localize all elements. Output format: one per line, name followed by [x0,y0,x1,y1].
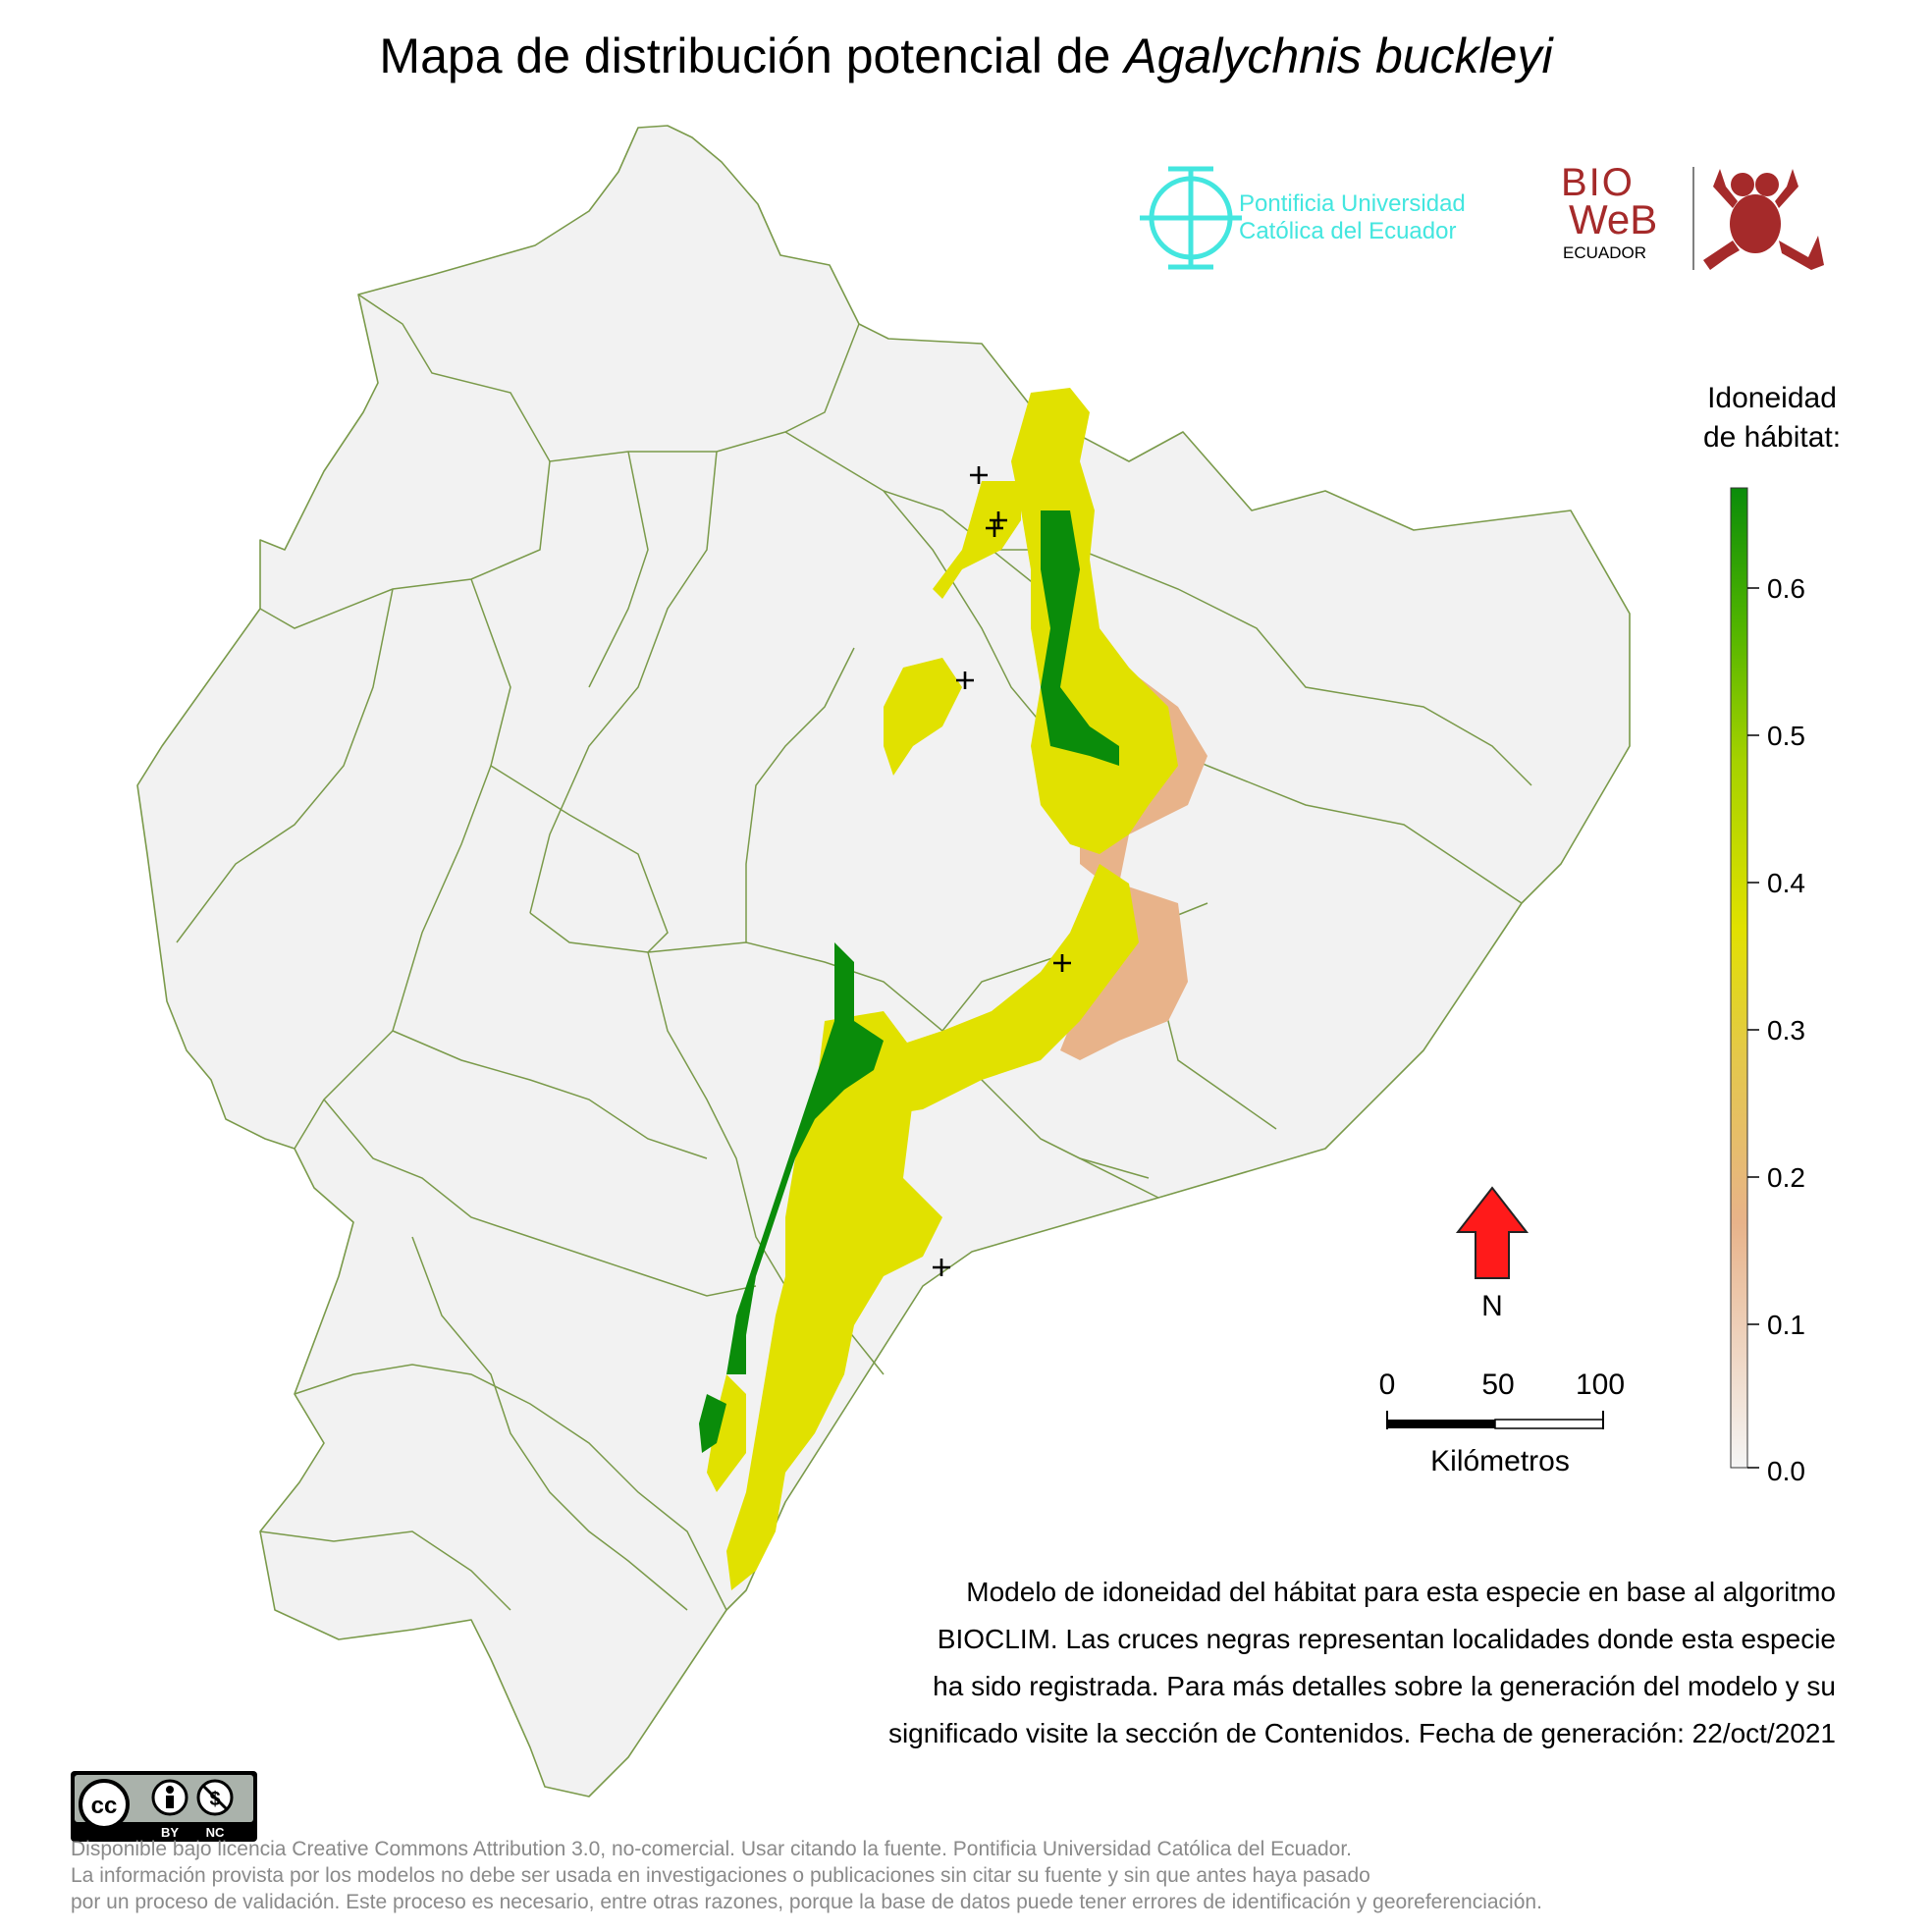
legend-tick-label: 0.5 [1767,721,1805,751]
north-label: N [1481,1290,1503,1322]
scale-label: 50 [1481,1368,1514,1401]
legend-tick-label: 0.6 [1767,573,1805,604]
legend-tick-label: 0.1 [1767,1310,1805,1340]
license-footer: Disponible bajo licencia Creative Common… [71,1838,1542,1913]
legend-colorbar [1730,487,1748,1469]
occurrence-cross [990,511,1007,529]
legend-ticks [1747,587,1759,1469]
occurrence-cross [1053,954,1071,972]
bioweb-logo-bio: BIO [1561,161,1635,204]
model-caption: Modelo de idoneidad del hábitat para est… [887,1577,1836,1748]
north-arrow-icon [1455,1186,1530,1279]
scale-bar: 0 50 100 Kilómetros [1379,1368,1625,1477]
frog-icon [1703,169,1824,270]
occurrence-crosses [933,466,1071,1276]
legend-title: Idoneidad de hábitat: [1702,382,1842,454]
suitability-high [699,510,1119,1453]
cc-icon [79,1779,130,1830]
provincial-borders [176,294,1532,1611]
svg-text:cc: cc [91,1793,118,1819]
bioweb-logo-ecuador: ECUADOR [1563,243,1647,262]
occurrence-cross [956,671,974,689]
cc-nc-label: NC [206,1825,225,1840]
cc-license-badge: cc $ BY NC [71,1771,257,1842]
scale-unit: Kilómetros [1430,1445,1570,1477]
puce-logo-text: Pontificia Universidad Católica del Ecua… [1239,190,1466,244]
scale-label: 100 [1576,1368,1625,1401]
scale-label: 0 [1379,1368,1396,1401]
bioweb-logo-web: WeB [1569,196,1658,242]
legend-tick-label: 0.0 [1767,1456,1805,1486]
legend-tick-label: 0.2 [1767,1162,1805,1193]
occurrence-cross [970,466,988,484]
cc-by-label: BY [161,1825,179,1840]
legend-tick-label: 0.3 [1767,1015,1805,1046]
occurrence-cross [986,519,1003,537]
ecuador-land [136,125,1631,1798]
puce-logo-icon [1140,166,1242,270]
legend-tick-labels: 0.6 0.5 0.4 0.3 0.2 0.1 0.0 [1767,573,1805,1486]
map-title: Mapa de distribución potencial de Agalyc… [379,28,1553,83]
legend-tick-label: 0.4 [1767,868,1805,898]
occurrence-cross [933,1259,950,1276]
